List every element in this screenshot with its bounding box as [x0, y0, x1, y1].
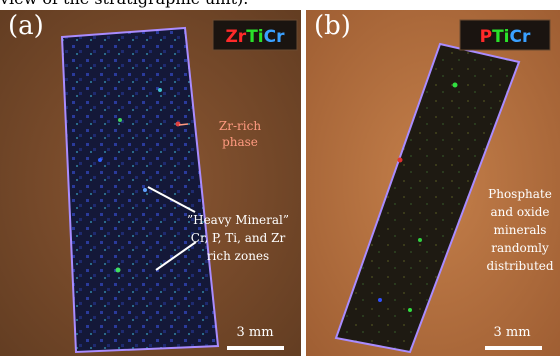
panel-label: (a): [8, 11, 44, 41]
legend-entry: P: [480, 27, 492, 47]
annotation: minerals: [494, 223, 547, 237]
annotation: ”Heavy Mineral”: [187, 213, 289, 227]
legend-entry: Cr: [510, 27, 531, 47]
legend: ZrTiCr: [225, 27, 285, 47]
legend-entry: Cr: [264, 27, 285, 47]
caption-fragment: view of the stratigraphic unit).: [0, 0, 248, 8]
annotation: distributed: [486, 259, 553, 273]
annotation: Cr, P, Ti, and Zr: [191, 231, 286, 245]
annotation: Zr-rich: [219, 119, 261, 133]
legend-entry: Ti: [246, 27, 263, 47]
scale-label: 3 mm: [236, 325, 273, 340]
panel-label: (b): [314, 11, 351, 41]
legend-entry: Zr: [225, 27, 246, 47]
annotation: and oxide: [491, 205, 550, 219]
scale-label: 3 mm: [493, 325, 530, 340]
annotation: Phosphate: [488, 187, 552, 201]
scale-bar: [485, 346, 542, 350]
legend-entry: Ti: [492, 27, 509, 47]
scale-bar: [227, 346, 284, 350]
legend: PTiCr: [480, 27, 531, 47]
figure: view of the stratigraphic unit). (a) ZrT…: [0, 0, 560, 356]
annotation: rich zones: [207, 249, 269, 263]
annotation: phase: [222, 135, 258, 149]
pointer: [179, 124, 188, 125]
annotation: randomly: [491, 241, 549, 255]
